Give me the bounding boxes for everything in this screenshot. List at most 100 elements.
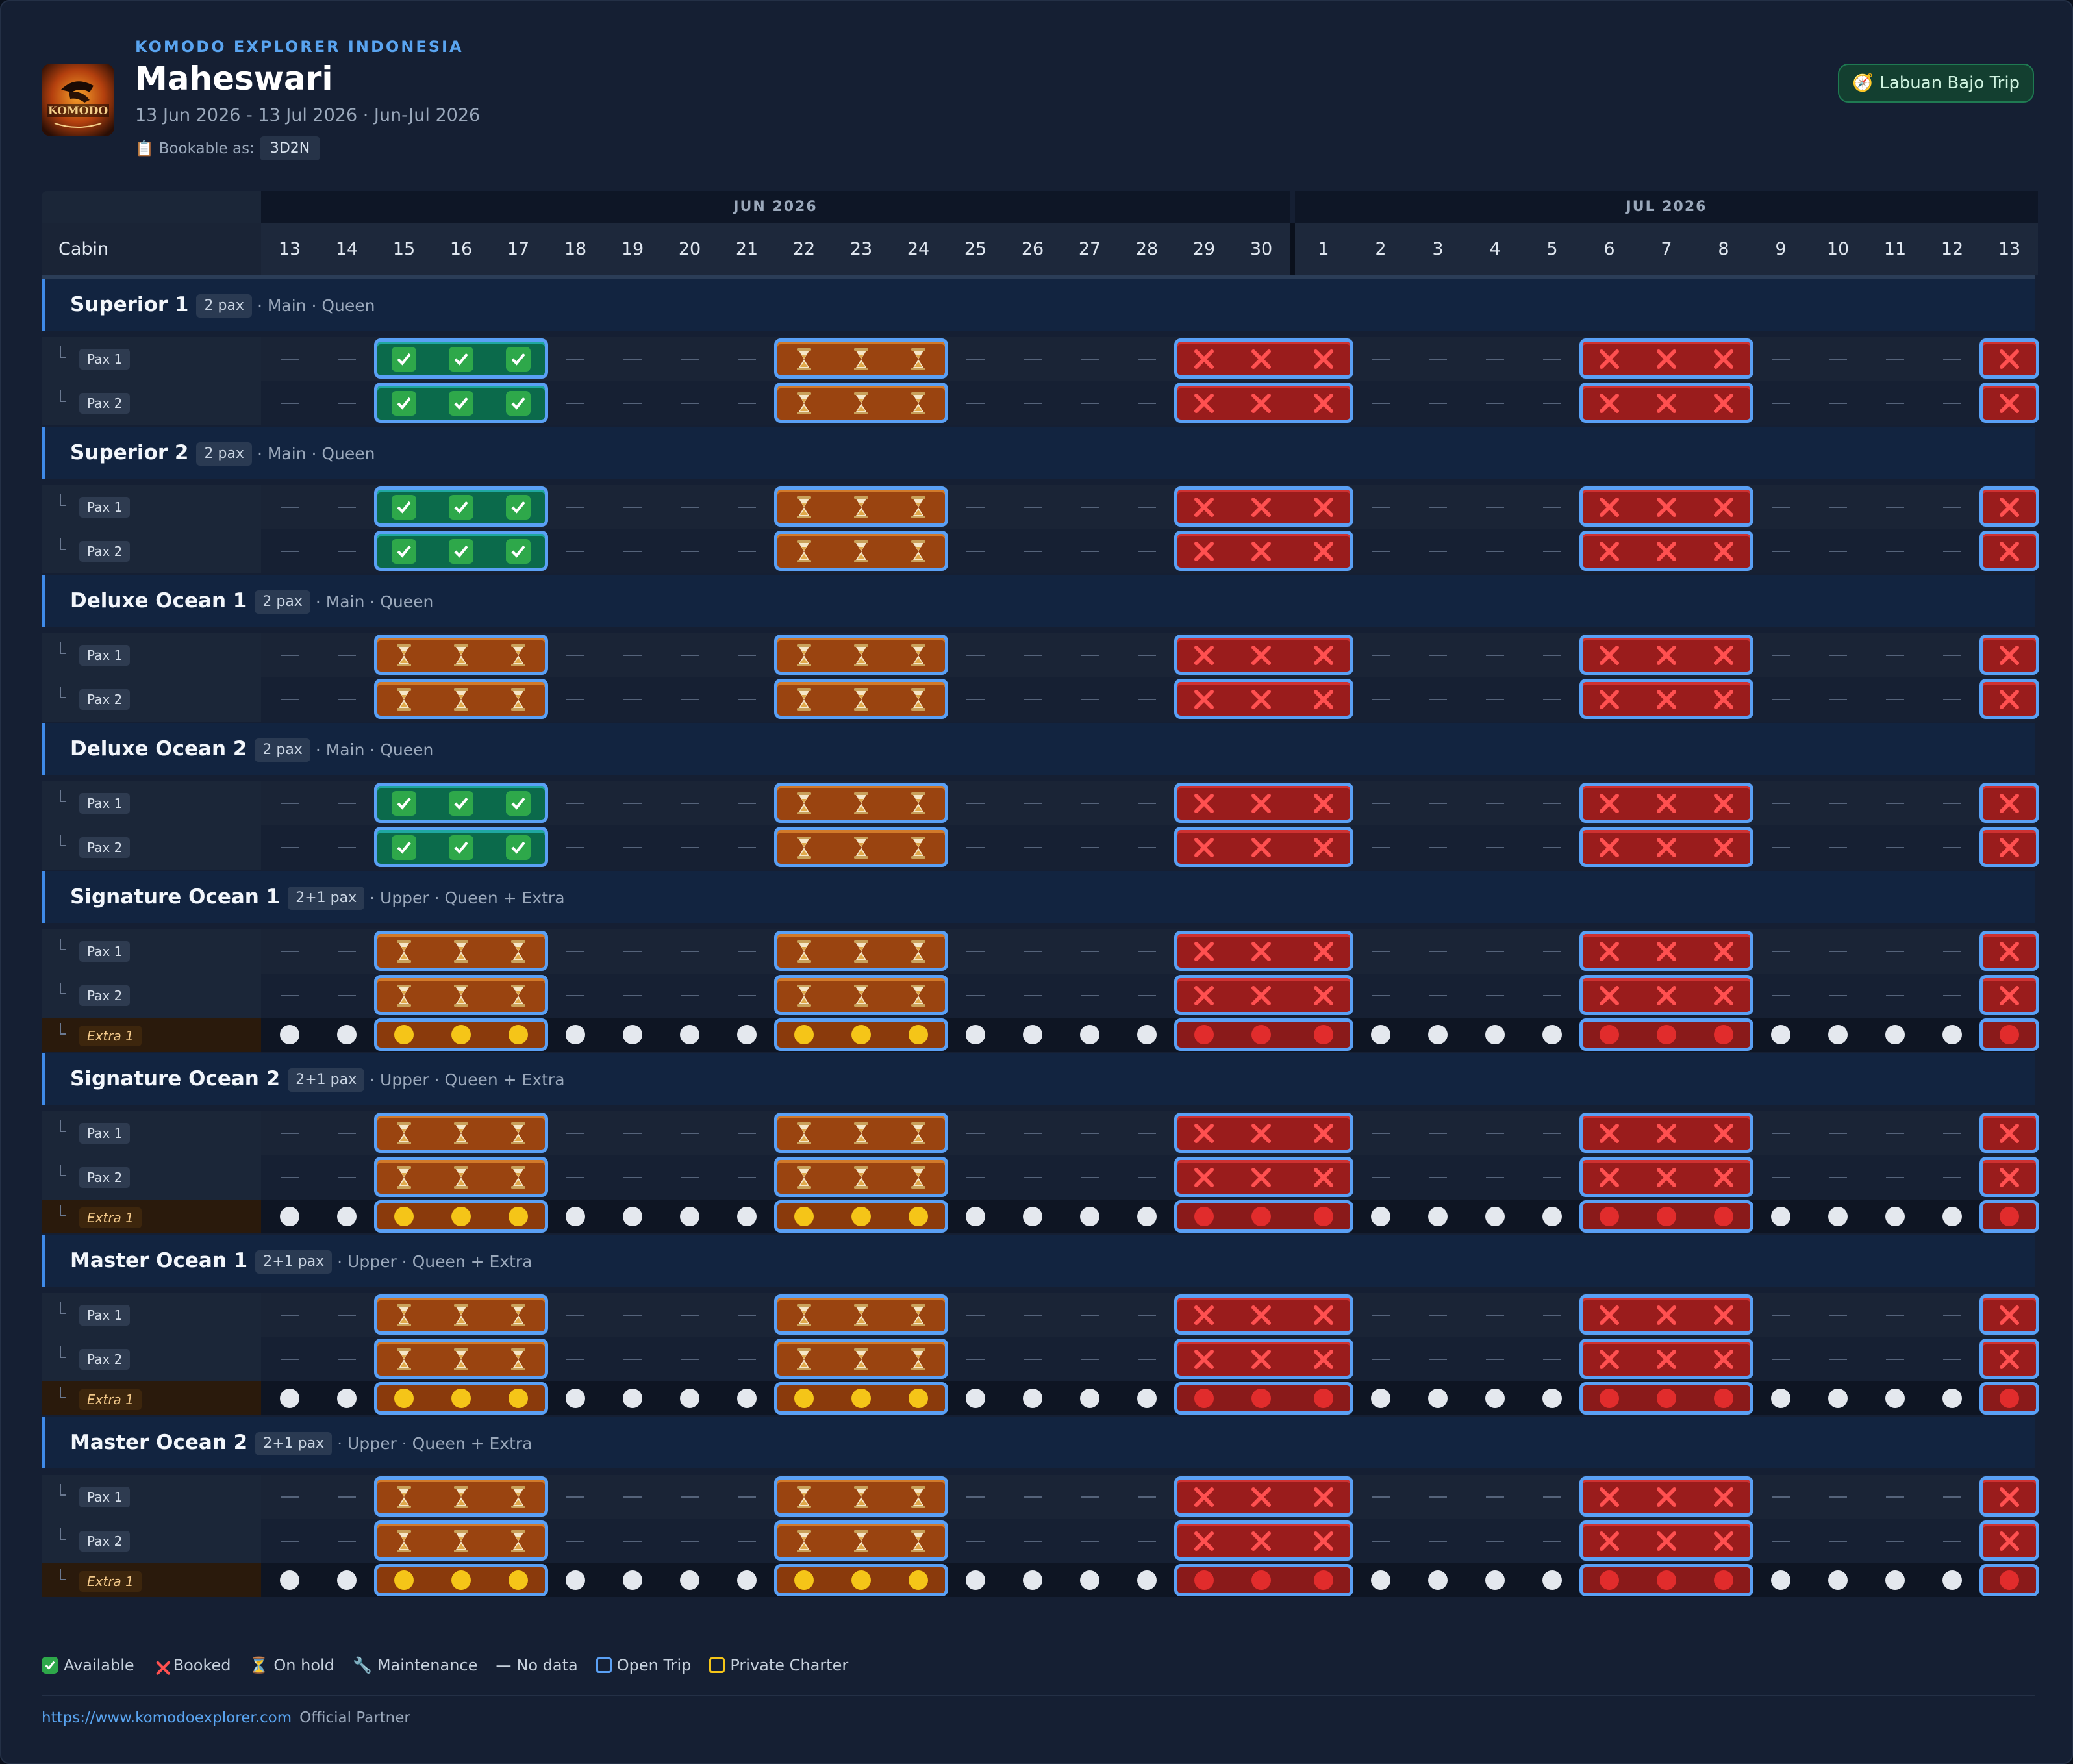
day-cell[interactable] bbox=[1352, 929, 1409, 974]
day-cell[interactable] bbox=[661, 337, 718, 381]
day-cell[interactable] bbox=[1809, 825, 1866, 870]
day-cell[interactable] bbox=[375, 381, 433, 425]
day-cell[interactable] bbox=[1695, 1519, 1752, 1563]
extra-cell[interactable] bbox=[547, 1200, 604, 1233]
extra-cell[interactable] bbox=[890, 1200, 947, 1233]
day-cell[interactable] bbox=[1409, 633, 1466, 677]
day-cell[interactable] bbox=[1409, 929, 1466, 974]
day-cell[interactable] bbox=[604, 381, 661, 425]
day-cell[interactable] bbox=[661, 1155, 718, 1200]
day-cell[interactable] bbox=[1752, 1111, 1809, 1155]
day-cell[interactable] bbox=[947, 485, 1004, 529]
day-cell[interactable] bbox=[1809, 633, 1866, 677]
day-cell[interactable] bbox=[1866, 1293, 1924, 1337]
day-cell[interactable] bbox=[547, 1337, 604, 1381]
day-cell[interactable] bbox=[661, 929, 718, 974]
day-cell[interactable] bbox=[1061, 1111, 1118, 1155]
day-cell[interactable] bbox=[1295, 1337, 1352, 1381]
day-cell[interactable] bbox=[1924, 1155, 1981, 1200]
extra-cell[interactable] bbox=[1004, 1381, 1061, 1415]
day-cell[interactable] bbox=[1233, 1293, 1290, 1337]
extra-cell[interactable] bbox=[890, 1018, 947, 1052]
day-cell[interactable] bbox=[1175, 825, 1233, 870]
day-cell[interactable] bbox=[1295, 1519, 1352, 1563]
day-cell[interactable] bbox=[1695, 929, 1752, 974]
day-cell[interactable] bbox=[947, 337, 1004, 381]
day-cell[interactable] bbox=[890, 781, 947, 825]
day-cell[interactable] bbox=[318, 974, 375, 1018]
day-cell[interactable] bbox=[1981, 529, 2038, 573]
day-cell[interactable] bbox=[1866, 825, 1924, 870]
day-cell[interactable] bbox=[1981, 1519, 2038, 1563]
day-cell[interactable] bbox=[547, 1519, 604, 1563]
day-cell[interactable] bbox=[1466, 1337, 1524, 1381]
extra-cell[interactable] bbox=[1524, 1381, 1581, 1415]
extra-cell[interactable] bbox=[661, 1018, 718, 1052]
day-cell[interactable] bbox=[661, 381, 718, 425]
day-cell[interactable] bbox=[375, 1155, 433, 1200]
extra-cell[interactable] bbox=[1061, 1381, 1118, 1415]
extra-cell[interactable] bbox=[1004, 1018, 1061, 1052]
day-cell[interactable] bbox=[261, 1519, 318, 1563]
day-cell[interactable] bbox=[375, 633, 433, 677]
extra-cell[interactable] bbox=[1638, 1563, 1695, 1597]
extra-cell[interactable] bbox=[947, 1381, 1004, 1415]
extra-cell[interactable] bbox=[433, 1200, 490, 1233]
day-cell[interactable] bbox=[775, 974, 833, 1018]
day-cell[interactable] bbox=[661, 825, 718, 870]
day-cell[interactable] bbox=[1809, 1111, 1866, 1155]
extra-cell[interactable] bbox=[261, 1200, 318, 1233]
day-cell[interactable] bbox=[1118, 381, 1175, 425]
day-cell[interactable] bbox=[1981, 825, 2038, 870]
day-cell[interactable] bbox=[1175, 1155, 1233, 1200]
day-cell[interactable] bbox=[890, 1155, 947, 1200]
day-cell[interactable] bbox=[547, 781, 604, 825]
day-cell[interactable] bbox=[433, 781, 490, 825]
day-cell[interactable] bbox=[890, 1337, 947, 1381]
day-cell[interactable] bbox=[718, 929, 775, 974]
day-cell[interactable] bbox=[1695, 337, 1752, 381]
day-cell[interactable] bbox=[1581, 974, 1638, 1018]
day-cell[interactable] bbox=[833, 929, 890, 974]
day-cell[interactable] bbox=[375, 929, 433, 974]
day-cell[interactable] bbox=[890, 1519, 947, 1563]
day-cell[interactable] bbox=[433, 1293, 490, 1337]
day-cell[interactable] bbox=[1004, 1111, 1061, 1155]
day-cell[interactable] bbox=[1466, 1155, 1524, 1200]
day-cell[interactable] bbox=[1809, 1155, 1866, 1200]
day-cell[interactable] bbox=[1352, 1293, 1409, 1337]
day-cell[interactable] bbox=[1581, 1519, 1638, 1563]
day-cell[interactable] bbox=[604, 1337, 661, 1381]
day-cell[interactable] bbox=[661, 529, 718, 573]
day-cell[interactable] bbox=[318, 1293, 375, 1337]
day-cell[interactable] bbox=[1924, 381, 1981, 425]
day-cell[interactable] bbox=[490, 1155, 547, 1200]
day-cell[interactable] bbox=[1638, 1519, 1695, 1563]
day-cell[interactable] bbox=[318, 337, 375, 381]
day-cell[interactable] bbox=[604, 337, 661, 381]
day-cell[interactable] bbox=[1809, 1293, 1866, 1337]
day-cell[interactable] bbox=[661, 1111, 718, 1155]
day-cell[interactable] bbox=[1061, 929, 1118, 974]
extra-cell[interactable] bbox=[1924, 1200, 1981, 1233]
day-cell[interactable] bbox=[1809, 677, 1866, 722]
day-cell[interactable] bbox=[1466, 633, 1524, 677]
day-cell[interactable] bbox=[1752, 825, 1809, 870]
day-cell[interactable] bbox=[833, 781, 890, 825]
day-cell[interactable] bbox=[1809, 974, 1866, 1018]
day-cell[interactable] bbox=[1981, 974, 2038, 1018]
day-cell[interactable] bbox=[1752, 781, 1809, 825]
day-cell[interactable] bbox=[890, 929, 947, 974]
day-cell[interactable] bbox=[947, 529, 1004, 573]
day-cell[interactable] bbox=[661, 677, 718, 722]
day-cell[interactable] bbox=[318, 485, 375, 529]
day-cell[interactable] bbox=[775, 1337, 833, 1381]
day-cell[interactable] bbox=[1981, 485, 2038, 529]
day-cell[interactable] bbox=[1695, 825, 1752, 870]
day-cell[interactable] bbox=[1466, 929, 1524, 974]
day-cell[interactable] bbox=[1233, 1155, 1290, 1200]
day-cell[interactable] bbox=[1809, 1475, 1866, 1519]
booking-block[interactable] bbox=[1979, 1564, 2039, 1596]
day-cell[interactable] bbox=[1581, 1337, 1638, 1381]
extra-cell[interactable] bbox=[375, 1563, 433, 1597]
